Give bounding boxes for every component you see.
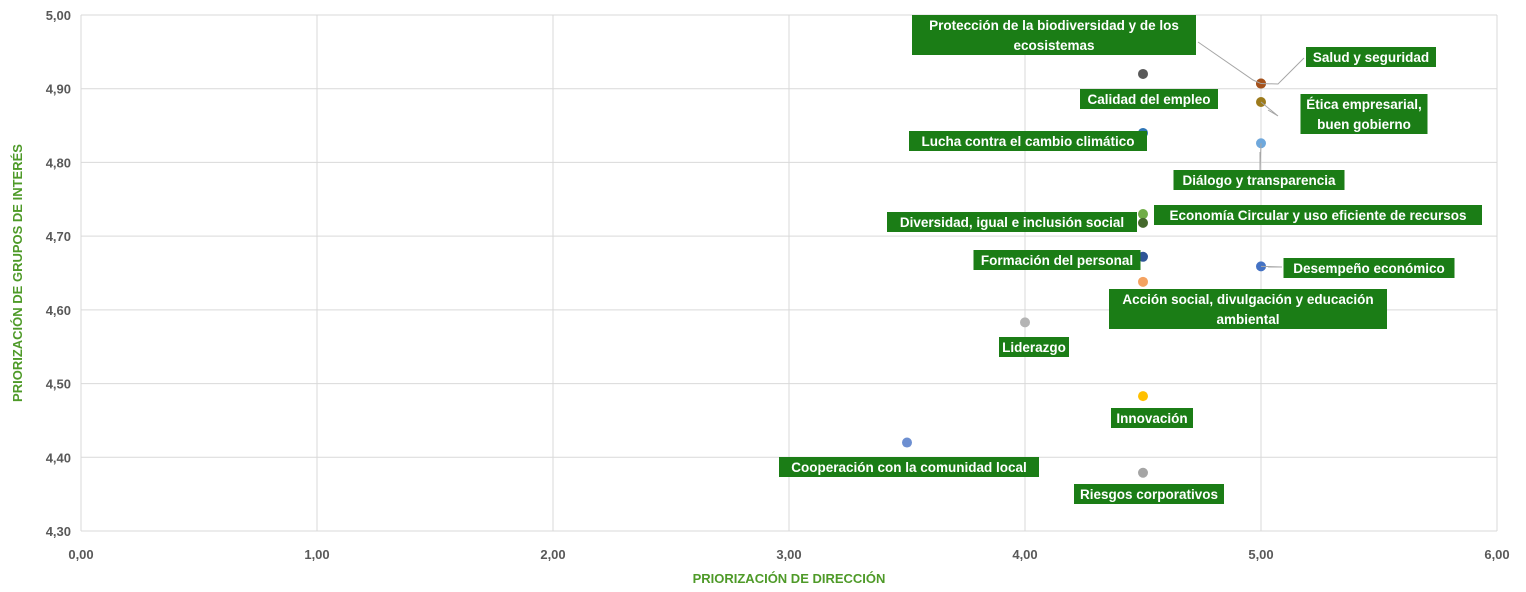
data-point: [1138, 467, 1148, 478]
point-label-text: ambiental: [1216, 312, 1279, 327]
x-tick-label: 5,00: [1248, 547, 1273, 562]
y-tick-label: 4,60: [46, 303, 71, 318]
point-layer: [902, 68, 1266, 478]
point-label: Liderazgo: [999, 337, 1069, 357]
point-label: Cooperación con la comunidad local: [779, 457, 1039, 477]
data-point: [1138, 391, 1148, 402]
x-tick-label: 0,00: [68, 547, 93, 562]
point-label-background: [1283, 258, 1455, 278]
label-layer: Protección de la biodiversidad y de los e…: [779, 15, 1482, 504]
tick-layer: 0,00 1,00 2,00 3,00 4,00 5,00 6,00 4,30 4,40 4,50…: [46, 8, 1510, 562]
y-tick-label: 4,70: [46, 229, 71, 244]
point-label-background: [973, 250, 1141, 270]
point-label: Formación del personal: [973, 250, 1141, 270]
point-label: Protección de la biodiversidad y de los e…: [912, 15, 1196, 55]
leader-lines: [1197, 41, 1305, 268]
data-point: [1020, 317, 1030, 328]
point-label-text: Diversidad, igual e inclusión social: [900, 215, 1124, 230]
point-label: Desempeño económico: [1283, 258, 1455, 278]
y-tick-label: 4,50: [46, 377, 71, 392]
point-label-text: Cooperación con la comunidad local: [791, 460, 1027, 475]
x-tick-label: 3,00: [776, 547, 801, 562]
x-axis-title: PRIORIZACIÓN DE DIRECCIÓN: [693, 571, 886, 586]
point-label: Diversidad, igual e inclusión social: [887, 212, 1137, 232]
point-label-background: [1109, 289, 1387, 329]
point-label-background: [1300, 94, 1428, 134]
data-point: [1138, 209, 1148, 220]
point-label-text: Formación del personal: [981, 253, 1133, 268]
point-label: Lucha contra el cambio climático: [909, 131, 1147, 151]
y-tick-label: 4,30: [46, 524, 71, 539]
y-axis-title: PRIORIZACIÓN DE GRUPOS DE INTERÉS: [10, 144, 25, 402]
x-tick-label: 1,00: [304, 547, 329, 562]
y-tick-label: 4,90: [46, 82, 71, 97]
x-tick-label: 4,00: [1012, 547, 1037, 562]
point-label: Salud y seguridad: [1306, 47, 1436, 67]
data-point: [1138, 217, 1148, 228]
leader-line: [1260, 265, 1283, 268]
point-label-background: [909, 131, 1147, 151]
x-tick-label: 2,00: [540, 547, 565, 562]
y-tick-label: 4,40: [46, 450, 71, 465]
point-label: Calidad del empleo: [1080, 89, 1218, 109]
point-label-text: Diálogo y transparencia: [1182, 173, 1336, 188]
x-tick-label: 6,00: [1484, 547, 1509, 562]
point-label-background: [887, 212, 1137, 232]
point-label-background: [1306, 47, 1436, 67]
data-point: [1138, 68, 1148, 79]
point-label-background: [1111, 408, 1193, 428]
point-label-text: Protección de la biodiversidad y de los: [929, 18, 1179, 33]
point-label-text: Ética empresarial,: [1306, 97, 1422, 112]
point-label-text: Desempeño económico: [1293, 261, 1445, 276]
point-label-text: Salud y seguridad: [1313, 50, 1429, 65]
point-label-background: [1173, 170, 1345, 190]
point-label: Innovación: [1111, 408, 1193, 428]
point-label-text: buen gobierno: [1317, 117, 1411, 132]
point-label-text: Liderazgo: [1002, 340, 1066, 355]
point-label: Acción social, divulgación y educación am…: [1109, 289, 1387, 329]
leader-line: [1260, 101, 1279, 117]
leader-line: [1197, 41, 1262, 85]
point-label: Diálogo y transparencia: [1173, 170, 1345, 190]
point-label-background: [912, 15, 1196, 55]
point-label-background: [999, 337, 1069, 357]
point-label-text: Riesgos corporativos: [1080, 487, 1218, 502]
point-label-text: Economía Circular y uso eficiente de rec…: [1169, 208, 1466, 223]
point-label-text: Innovación: [1116, 411, 1187, 426]
y-tick-label: 4,80: [46, 155, 71, 170]
point-label-background: [779, 457, 1039, 477]
y-tick-label: 5,00: [46, 8, 71, 23]
point-label: Ética empresarial, buen gobierno: [1300, 94, 1428, 134]
leader-line: [1260, 57, 1305, 85]
point-label-text: Lucha contra el cambio climático: [921, 134, 1134, 149]
data-point: [1138, 276, 1148, 287]
point-label-background: [1154, 205, 1482, 225]
point-label-background: [1074, 484, 1224, 504]
point-label-text: Acción social, divulgación y educación: [1122, 292, 1373, 307]
data-point: [902, 437, 912, 448]
point-label-text: ecosistemas: [1013, 38, 1094, 53]
point-label: Riesgos corporativos: [1074, 484, 1224, 504]
point-label-text: Calidad del empleo: [1087, 92, 1210, 107]
point-label-background: [1080, 89, 1218, 109]
point-label: Economía Circular y uso eficiente de rec…: [1154, 205, 1482, 225]
